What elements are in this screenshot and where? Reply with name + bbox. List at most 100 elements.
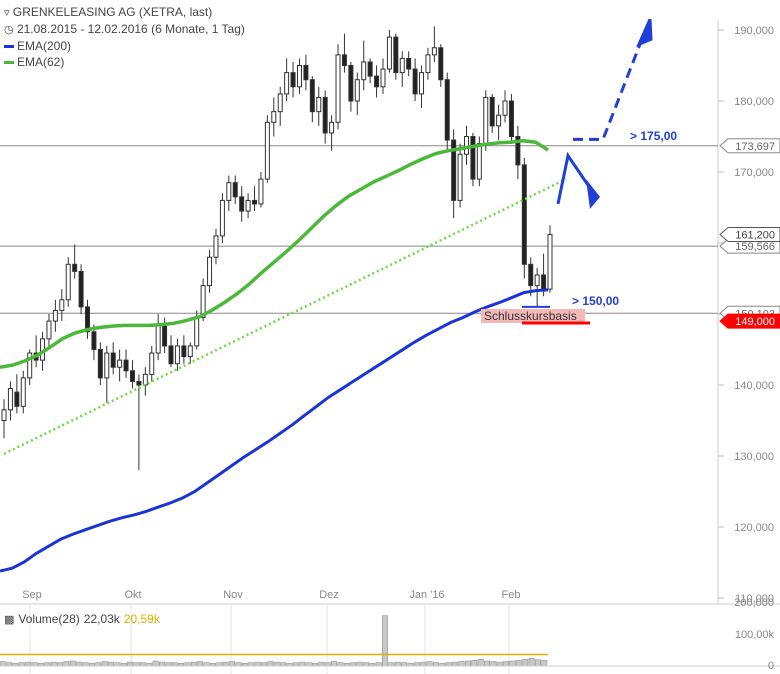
volume-bar bbox=[31, 662, 38, 667]
chart-toggle-icon[interactable]: ▿ bbox=[4, 7, 10, 19]
price-tag-bg bbox=[719, 226, 780, 242]
candle-body bbox=[438, 47, 444, 81]
support-label: > 150,00 bbox=[572, 294, 619, 308]
volume-tick-label: 100,00k bbox=[735, 629, 775, 641]
volume-bar bbox=[171, 662, 178, 667]
price-tag-label: 149,000 bbox=[735, 316, 775, 328]
candle-body bbox=[367, 61, 373, 77]
candle-body bbox=[431, 47, 437, 56]
y-tick-label: 170,000 bbox=[734, 167, 774, 179]
volume-bar bbox=[382, 615, 388, 667]
volume-value: 22,03k bbox=[83, 612, 120, 626]
clock-icon: ◷ bbox=[4, 24, 14, 36]
horizontal-lines bbox=[0, 145, 718, 314]
projection-arrows bbox=[522, 18, 653, 308]
candle-body bbox=[181, 345, 187, 358]
grid bbox=[0, 20, 780, 674]
price-tag-label: 173,697 bbox=[735, 141, 775, 153]
candle-body bbox=[547, 233, 553, 290]
candle-body bbox=[451, 139, 457, 201]
candle-body bbox=[162, 324, 168, 347]
volume-bar bbox=[273, 661, 280, 667]
volume-bar bbox=[152, 660, 159, 667]
volume-bar bbox=[484, 660, 490, 667]
volume-bar bbox=[184, 662, 191, 667]
candle-body bbox=[46, 320, 52, 340]
up-arrow-head bbox=[636, 18, 653, 48]
chart-title-row: ▿ GRENKELEASING AG (XETRA, last) bbox=[4, 4, 245, 21]
price-tag-bg bbox=[719, 138, 780, 154]
volume-bar bbox=[496, 661, 503, 667]
ema62-line bbox=[0, 139, 549, 370]
x-axis-labels: Sep Okt Nov Dez Jan '16 Feb bbox=[22, 589, 520, 601]
x-tick-label: Jan '16 bbox=[409, 589, 444, 601]
candle-body bbox=[496, 114, 502, 127]
basis-label-bg bbox=[481, 309, 585, 323]
volume-bar bbox=[305, 662, 312, 667]
volume-bar bbox=[114, 662, 121, 667]
legend-ema62-label: EMA(62) bbox=[17, 55, 65, 69]
x-tick-label: Dez bbox=[319, 589, 339, 601]
volume-bar bbox=[375, 662, 382, 667]
candle-body bbox=[27, 352, 33, 379]
candle-body bbox=[72, 263, 78, 272]
volume-bar bbox=[458, 661, 465, 667]
candle-body bbox=[335, 54, 341, 123]
candle-body bbox=[219, 199, 225, 237]
y-tick-label: 130,000 bbox=[734, 451, 774, 463]
ema200-swatch bbox=[4, 45, 14, 49]
volume-bar bbox=[50, 661, 57, 667]
y-tick-label: 120,000 bbox=[734, 522, 774, 534]
candle-body bbox=[7, 388, 13, 411]
candle-body bbox=[329, 121, 335, 134]
candle-body bbox=[142, 373, 148, 386]
candle-body bbox=[168, 345, 174, 365]
volume-bar bbox=[490, 661, 497, 667]
volume-bar bbox=[63, 661, 70, 667]
candle-body bbox=[521, 164, 527, 265]
volume-bar bbox=[127, 661, 134, 667]
volume-label: Volume(28) bbox=[18, 612, 80, 626]
candle-body bbox=[52, 309, 58, 322]
volume-bar bbox=[541, 660, 548, 667]
volume-bar bbox=[0, 661, 6, 667]
x-tick-label: Okt bbox=[124, 589, 141, 601]
volume-bar bbox=[350, 662, 357, 667]
volume-icon: ▩ bbox=[4, 614, 15, 626]
candle-body bbox=[194, 317, 200, 347]
candle-body bbox=[419, 72, 425, 95]
volume-bar bbox=[216, 662, 223, 667]
candle-body bbox=[213, 235, 219, 258]
volume-bar bbox=[362, 662, 369, 667]
volume-bar bbox=[95, 662, 102, 667]
volume-bar bbox=[101, 661, 108, 667]
candle-body bbox=[476, 143, 482, 180]
volume-bar bbox=[235, 662, 242, 667]
volume-bar bbox=[82, 662, 89, 667]
price-tag-bg bbox=[719, 313, 780, 329]
candle-body bbox=[271, 111, 277, 123]
candle-body bbox=[463, 136, 469, 155]
volume-bar bbox=[452, 661, 459, 667]
candle-body bbox=[277, 93, 283, 113]
volume-bar bbox=[6, 662, 13, 667]
candle-body bbox=[508, 100, 514, 137]
candle-body bbox=[245, 199, 251, 212]
candle-body bbox=[528, 263, 534, 287]
candle-body bbox=[470, 136, 476, 180]
volume-bar bbox=[261, 662, 267, 667]
volume-bar bbox=[337, 662, 344, 667]
volume-bar bbox=[445, 662, 452, 667]
volume-avg-value: 20,59k bbox=[123, 612, 160, 626]
volume-bar bbox=[356, 661, 363, 667]
volume-bar bbox=[528, 657, 535, 667]
volume-bar bbox=[25, 661, 32, 667]
volume-bar bbox=[165, 662, 172, 667]
candle-body bbox=[290, 72, 296, 88]
legend-ema62[interactable]: EMA(62) bbox=[4, 54, 245, 70]
candle-body bbox=[78, 270, 84, 308]
volume-bar bbox=[108, 661, 114, 667]
volume-bar bbox=[57, 662, 63, 667]
legend-ema200[interactable]: EMA(200) bbox=[4, 38, 245, 54]
candle-body bbox=[207, 256, 213, 287]
